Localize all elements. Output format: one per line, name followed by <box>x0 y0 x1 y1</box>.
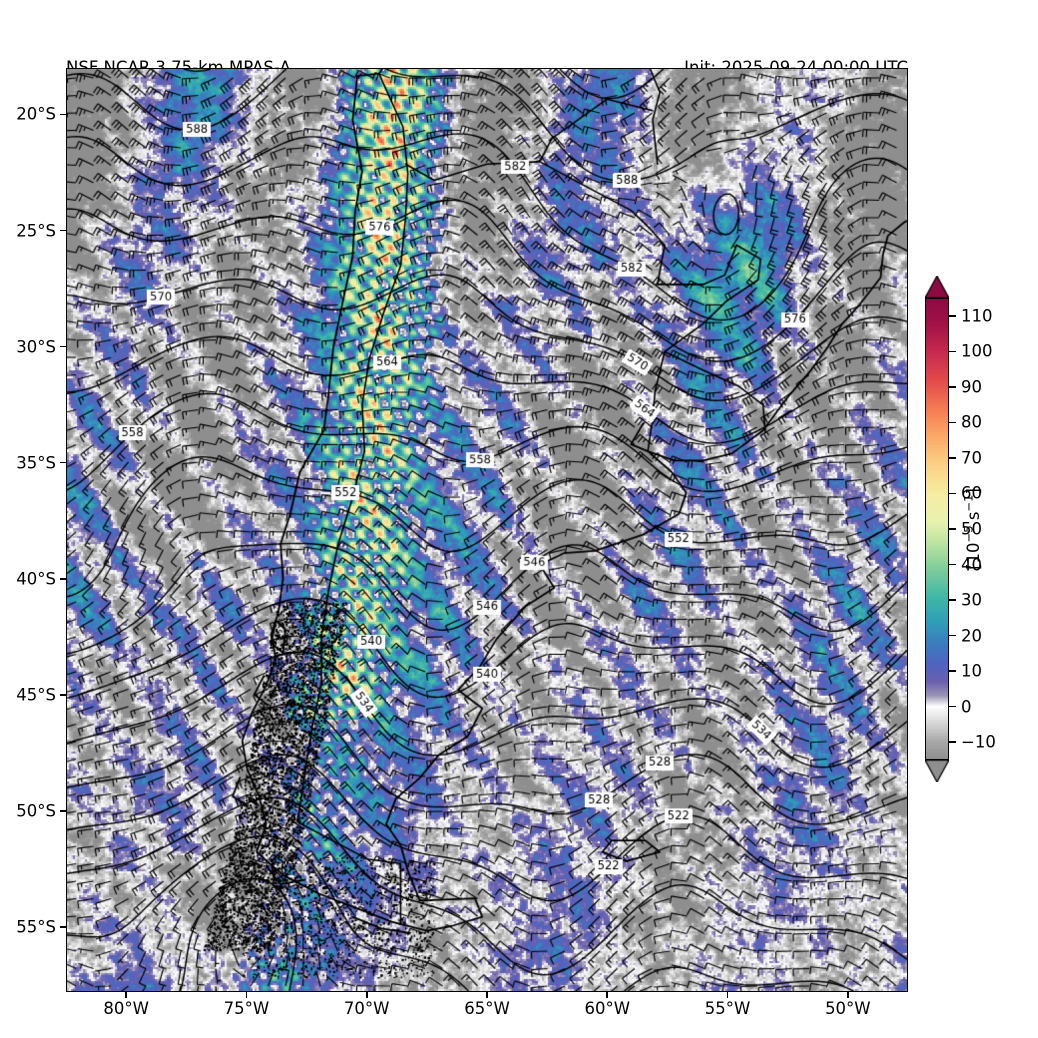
colorbar-tick-label-9: 20 <box>961 626 982 646</box>
colorbar-tick-mark-12 <box>949 741 956 744</box>
lat-tick-label-5: 45°S <box>16 685 56 705</box>
lon-tick-label-1: 75°W <box>223 999 270 1018</box>
lon-tick-mark-2 <box>365 992 368 998</box>
lat-tick-mark-5 <box>60 694 66 696</box>
colorbar-tick-label-2: 90 <box>961 377 982 397</box>
colorbar-tick-mark-3 <box>949 421 956 424</box>
lat-tick-label-2: 30°S <box>16 337 56 357</box>
lat-tick-mark-4 <box>60 577 66 580</box>
colorbar-tick-mark-9 <box>949 634 956 637</box>
lat-tick-mark-3 <box>60 461 66 464</box>
lon-tick-label-3: 65°W <box>464 999 510 1018</box>
lon-tick-mark-0 <box>125 992 127 998</box>
lat-tick-mark-2 <box>60 345 66 348</box>
colorbar-tick-mark-7 <box>949 563 956 566</box>
colorbar-tick-mark-10 <box>949 670 956 672</box>
lon-tick-label-0: 80°W <box>103 999 149 1018</box>
lat-tick-mark-7 <box>60 926 66 928</box>
cb-mid: s <box>963 511 983 526</box>
colorbar-tick-mark-4 <box>949 457 956 459</box>
lat-tick-mark-6 <box>60 810 66 812</box>
colorbar-tick-label-6: 50 <box>961 519 982 539</box>
lat-tick-label-6: 50°S <box>16 801 56 821</box>
colorbar-extend-max-arrow <box>925 276 949 298</box>
colorbar-extend-min-arrow <box>925 760 949 782</box>
colorbar[interactable] <box>925 298 949 760</box>
lat-tick-label-0: 20°S <box>16 104 56 124</box>
colorbar-tick-label-0: 110 <box>961 306 993 326</box>
colorbar-label: [10−5 s−1] <box>961 488 983 570</box>
colorbar-tick-label-8: 30 <box>961 590 982 610</box>
cb-exp1: −5 <box>961 525 976 543</box>
lon-tick-label-2: 70°W <box>343 999 390 1018</box>
lon-tick-label-5: 55°W <box>704 999 751 1018</box>
colorbar-tick-label-11: 0 <box>961 697 972 717</box>
colorbar-gradient <box>925 298 949 760</box>
lat-tick-mark-1 <box>60 229 66 232</box>
cb-exp2: −1 <box>961 494 976 512</box>
lat-tick-label-4: 40°S <box>16 569 56 589</box>
lon-tick-mark-1 <box>245 992 248 998</box>
colorbar-tick-label-5: 60 <box>961 483 982 503</box>
colorbar-tick-label-7: 40 <box>961 555 982 575</box>
cb-close: ] <box>963 488 983 495</box>
lat-tick-label-7: 55°S <box>16 917 56 937</box>
colorbar-tick-label-4: 70 <box>961 448 982 468</box>
lat-tick-label-3: 35°S <box>16 453 56 473</box>
colorbar-tick-mark-6 <box>949 528 956 530</box>
colorbar-tick-label-10: 10 <box>961 661 982 681</box>
lon-tick-mark-6 <box>847 992 849 998</box>
colorbar-tick-mark-0 <box>949 314 956 317</box>
lon-tick-mark-4 <box>606 992 609 998</box>
colorbar-tick-mark-2 <box>949 386 956 388</box>
colorbar-tick-mark-1 <box>949 350 956 353</box>
vorticity-height-wind-map[interactable] <box>67 69 907 991</box>
colorbar-tick-mark-8 <box>949 599 956 601</box>
cb-open: [10 <box>963 542 983 570</box>
colorbar-tick-label-12: −10 <box>961 732 996 752</box>
colorbar-tick-label-1: 100 <box>961 341 993 361</box>
lon-tick-label-4: 60°W <box>584 999 631 1018</box>
lat-tick-label-1: 25°S <box>16 221 56 240</box>
colorbar-tick-label-3: 80 <box>961 412 982 432</box>
lon-tick-mark-3 <box>486 992 488 998</box>
map-plot-area[interactable] <box>66 68 908 992</box>
lon-tick-mark-5 <box>726 992 729 998</box>
colorbar-tick-mark-11 <box>949 705 956 708</box>
lon-tick-label-6: 50°W <box>825 999 871 1018</box>
lat-tick-mark-0 <box>60 113 66 116</box>
colorbar-tick-mark-5 <box>949 492 956 495</box>
